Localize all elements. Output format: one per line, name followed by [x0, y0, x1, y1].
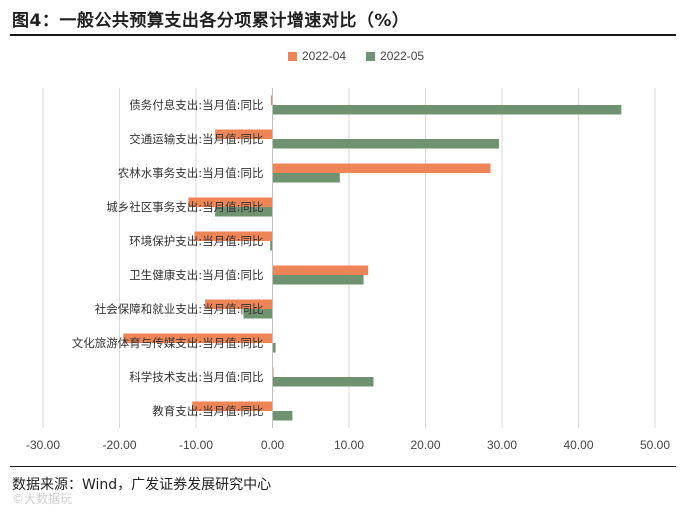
- bar-2022-04: [270, 95, 273, 105]
- bar-2022-04: [123, 333, 273, 343]
- category-label: 城乡社区事务支出:当月值:同比: [106, 200, 263, 214]
- bar-2022-04: [272, 163, 491, 173]
- x-tick-label: 20.00: [410, 438, 440, 452]
- category-label: 教育支出:当月值:同比: [152, 404, 263, 418]
- bar-2022-04: [215, 129, 273, 139]
- category-label: 社会保障和就业支出:当月值:同比: [95, 302, 264, 316]
- bar-2022-05: [270, 241, 273, 251]
- legend-item-2022-05: 2022-05: [366, 49, 424, 63]
- figure-title: 图4：一般公共预算支出各分项累计增速对比（%）: [12, 11, 410, 31]
- legend-label-2022-05: 2022-05: [380, 49, 425, 63]
- category-label: 农林水事务支出:当月值:同比: [118, 166, 264, 180]
- title-rule: [10, 34, 676, 36]
- bar-2022-04: [272, 265, 369, 275]
- category-label: 债务付息支出:当月值:同比: [129, 98, 263, 112]
- x-tick-label: -20.00: [102, 438, 136, 452]
- legend-swatch-2022-05: [366, 51, 376, 61]
- bar-2022-04: [194, 231, 273, 241]
- source-rule: [10, 466, 676, 467]
- bar-2022-05: [272, 377, 374, 387]
- category-label: 卫生健康支出:当月值:同比: [129, 268, 263, 282]
- bar-2022-05: [272, 105, 622, 115]
- watermark: ©大数据玩: [12, 492, 73, 506]
- bar-chart: -30.00 -20.00 -10.00 0.00 10.00 20.00 30.00 40.…: [26, 88, 670, 452]
- bar-2022-04: [188, 197, 273, 207]
- bar-2022-05: [272, 139, 499, 149]
- category-label: 交通运输支出:当月值:同比: [129, 132, 263, 146]
- x-tick-label: 10.00: [334, 438, 364, 452]
- x-tick-label: -10.00: [179, 438, 213, 452]
- x-tick-label: 30.00: [487, 438, 517, 452]
- source-note: 数据来源：Wind，广发证券发展研究中心: [12, 477, 272, 493]
- category-label: 环境保护支出:当月值:同比: [129, 234, 263, 248]
- legend-item-2022-04: 2022-04: [288, 49, 346, 63]
- legend-label-2022-04: 2022-04: [302, 49, 347, 63]
- bar-2022-05: [272, 173, 340, 183]
- x-tick-label: 0.00: [261, 438, 285, 452]
- bar-2022-05: [215, 207, 273, 217]
- x-tick-label: 50.00: [640, 438, 670, 452]
- bar-2022-05: [272, 343, 276, 353]
- bar-2022-05: [272, 411, 293, 421]
- x-tick-label: 40.00: [563, 438, 593, 452]
- bar-2022-04: [205, 299, 273, 309]
- bar-2022-05: [272, 275, 364, 285]
- legend-swatch-2022-04: [288, 51, 297, 61]
- x-tick-label: -30.00: [26, 438, 60, 452]
- bar-2022-05: [243, 309, 273, 319]
- category-label: 文化旅游体育与传媒支出:当月值:同比: [72, 336, 264, 350]
- bar-2022-04: [192, 401, 273, 411]
- category-label: 科学技术支出:当月值:同比: [129, 370, 263, 384]
- legend: 2022-04 2022-05: [288, 49, 424, 63]
